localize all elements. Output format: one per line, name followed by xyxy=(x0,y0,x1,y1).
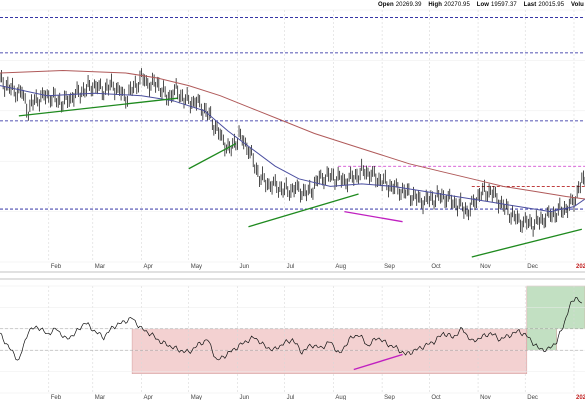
price-x-tick-label: Dec xyxy=(527,264,538,270)
price-x-tick-label: Apr xyxy=(144,264,153,270)
oscillator-x-tick-label: Sep xyxy=(384,395,395,400)
price-x-tick-label: Mar xyxy=(95,264,105,270)
price-x-tick-label: Jun xyxy=(239,264,249,270)
oscillator-x-tick-label: May xyxy=(191,395,202,400)
high-label: High xyxy=(428,2,443,8)
price-x-tick-label: Sep xyxy=(384,264,395,270)
price-x-tick-label: 2023 xyxy=(576,264,585,270)
price-trendline xyxy=(471,228,583,258)
oscillator-x-tick-label: Jul xyxy=(287,395,295,400)
ohlc-header: Open 20269.39 High 20270.95 Low 19597.37 La… xyxy=(378,2,585,8)
open-label: Open xyxy=(378,2,394,8)
price-x-tick-label: Jul xyxy=(287,264,295,270)
high-value: 20270.95 xyxy=(444,2,470,8)
price-x-tick-label: Aug xyxy=(335,264,346,270)
price-trendline xyxy=(344,210,403,223)
price-trendline xyxy=(248,193,359,228)
price-x-tick-label: May xyxy=(191,264,202,270)
volume-label: Volu xyxy=(570,2,584,8)
last-label: Last xyxy=(523,2,537,8)
low-label: Low xyxy=(476,2,489,8)
oscillator-x-tick-label: Aug xyxy=(335,395,346,400)
oscillator-x-tick-label: Apr xyxy=(144,395,153,400)
price-x-tick-label: Nov xyxy=(480,264,491,270)
oscillator-x-tick-label: Jun xyxy=(239,395,249,400)
oscillator-x-tick-label: Feb xyxy=(51,395,62,400)
price-ma-200-line xyxy=(0,69,585,200)
oscillator-x-tick-label: 2023 xyxy=(576,395,585,400)
price-trendline xyxy=(18,97,178,117)
oscillator-x-tick-label: Mar xyxy=(95,395,105,400)
price-trendline xyxy=(188,142,237,170)
price-x-tick-label: Feb xyxy=(51,264,62,270)
last-value: 20015.95 xyxy=(538,2,565,8)
oscillator-x-tick-label: Nov xyxy=(480,395,491,400)
oscillator-zone xyxy=(526,328,557,351)
oscillator-line xyxy=(0,297,583,361)
low-value: 19597.37 xyxy=(491,2,517,8)
oscillator-divergence-magenta-line xyxy=(353,353,403,371)
price-ma-50-line xyxy=(0,85,585,213)
oscillator-x-tick-label: Dec xyxy=(527,395,538,400)
oscillator-x-tick-label: Oct xyxy=(431,395,441,400)
open-value: 20269.39 xyxy=(395,2,422,8)
price-x-tick-label: Oct xyxy=(431,264,441,270)
